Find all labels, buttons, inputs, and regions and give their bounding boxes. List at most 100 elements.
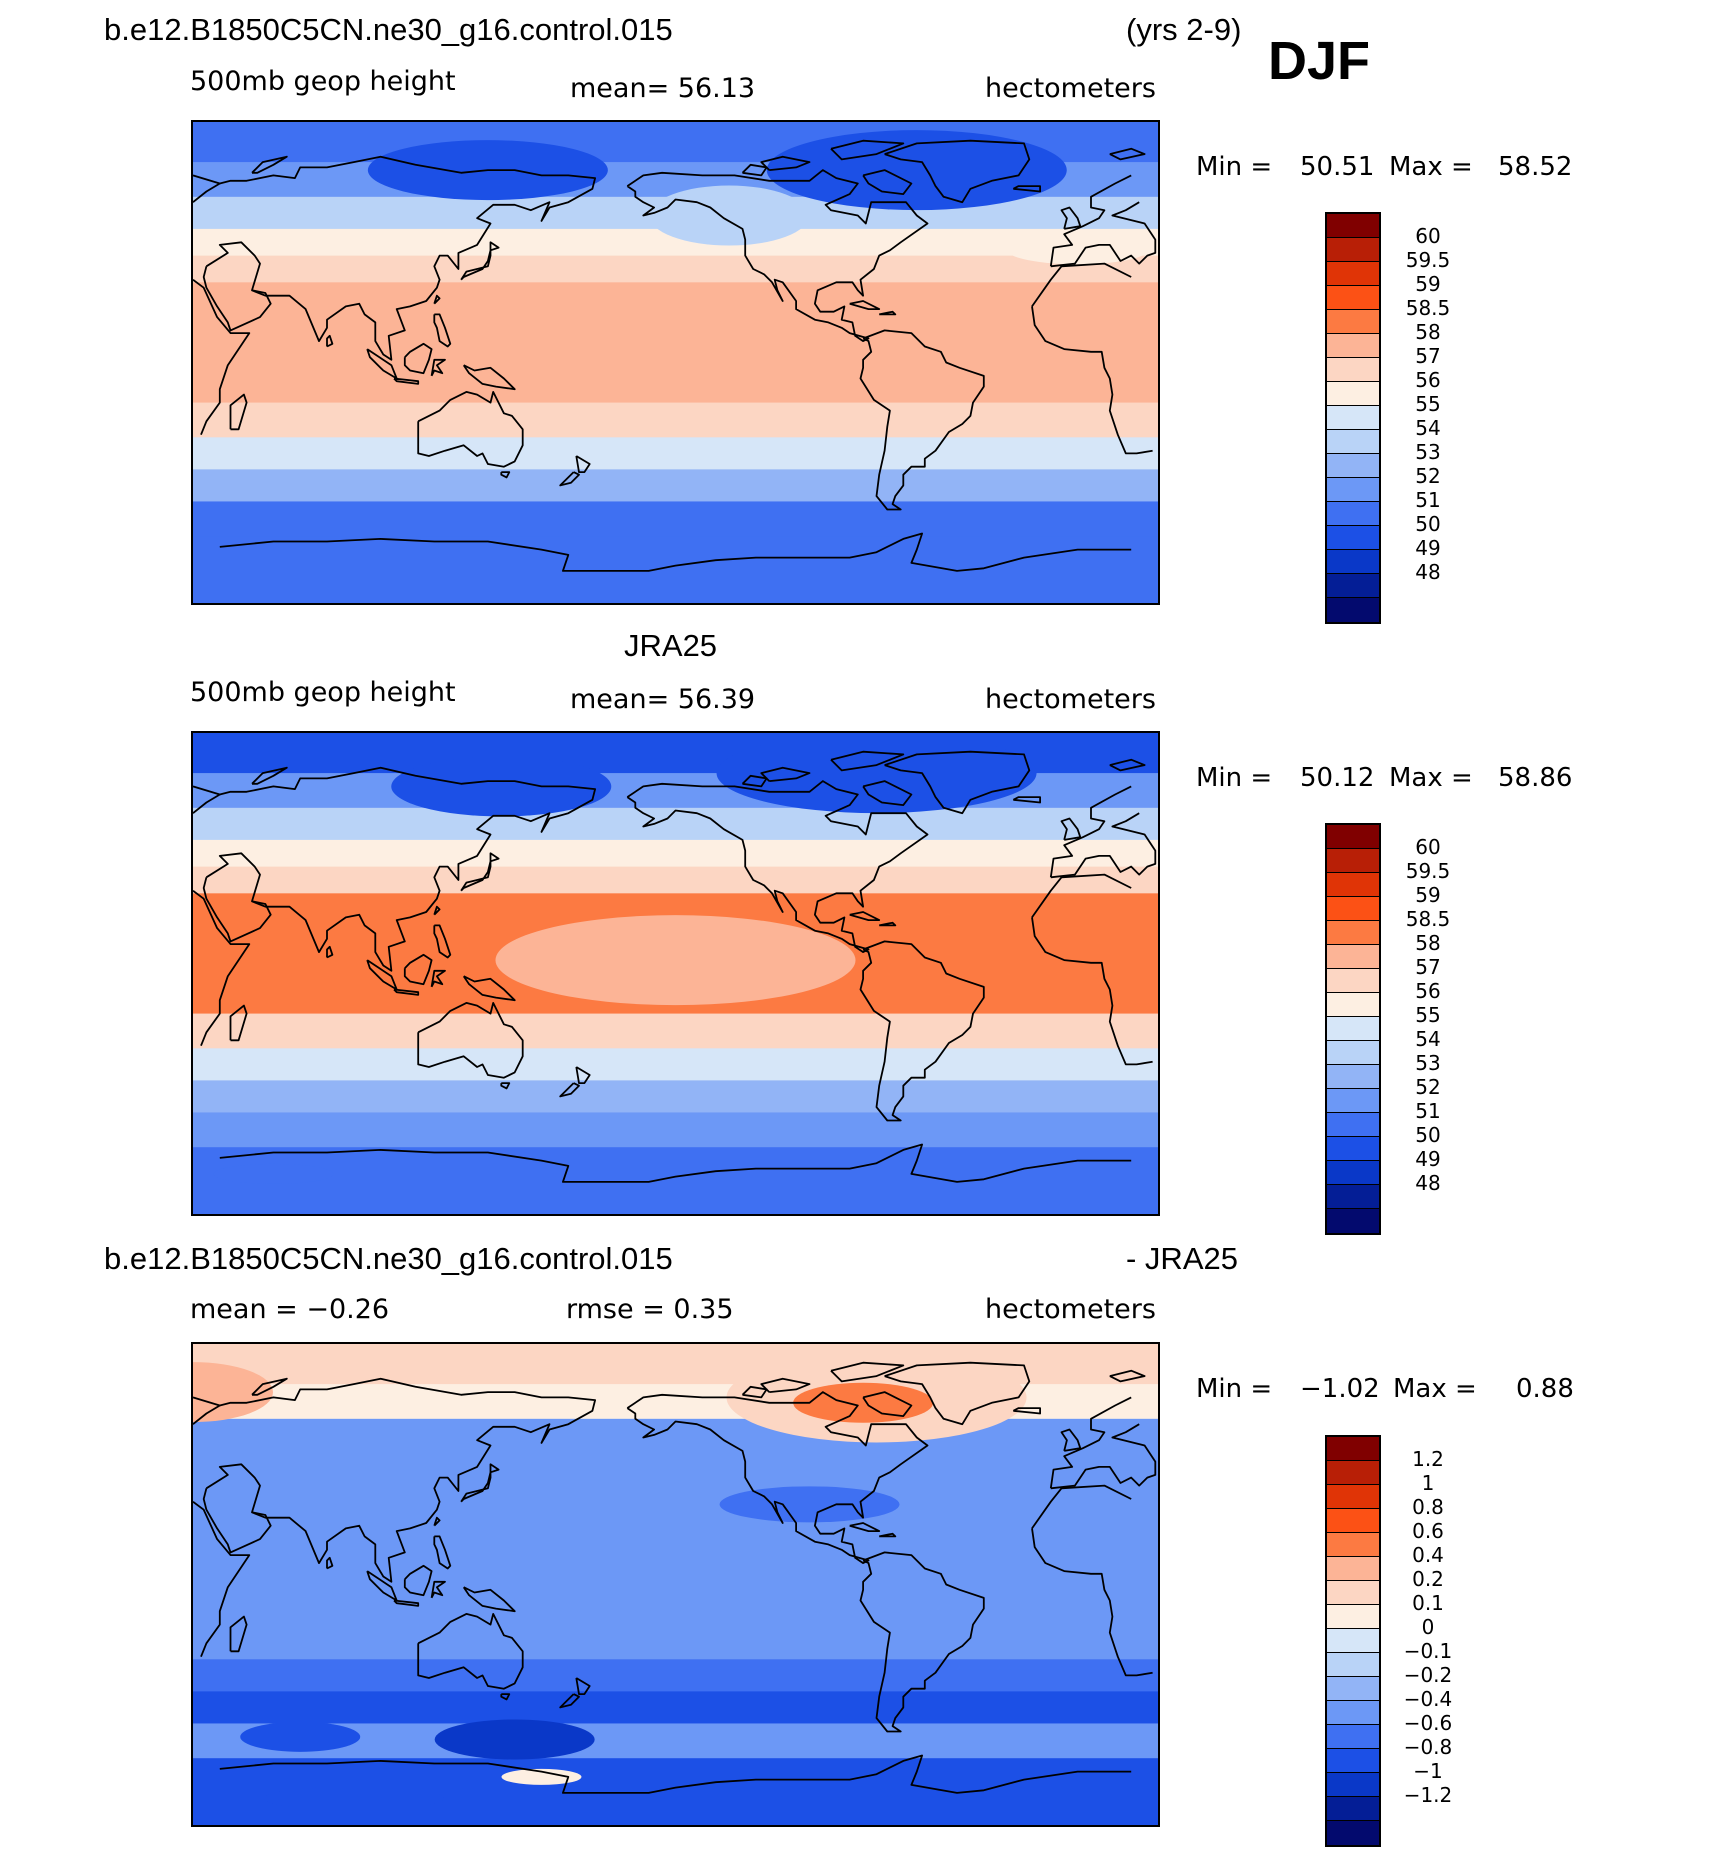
- coastline: [559, 1082, 580, 1098]
- colorbar-segment: [1327, 1725, 1379, 1749]
- coastline: [1109, 147, 1146, 161]
- colorbar-tick-label: 55: [1415, 1003, 1441, 1027]
- anomaly-positive: [501, 1768, 582, 1785]
- coastline: [1012, 185, 1041, 193]
- contour-band: [193, 1112, 1158, 1148]
- coastline: [460, 241, 500, 281]
- colorbar-segment: [1327, 550, 1379, 574]
- colorbar-segment: [1327, 1209, 1379, 1233]
- coastline: [219, 1377, 596, 1583]
- colorbar-tick-label: 1.2: [1412, 1447, 1444, 1471]
- coastline: [326, 1556, 334, 1570]
- colorbar-segment: [1327, 1113, 1379, 1137]
- colorbar-segment: [1327, 1161, 1379, 1185]
- colorbar-tick-label: 0: [1421, 1615, 1435, 1639]
- contour-band: [193, 1584, 1158, 1626]
- colorbar-segment: [1327, 1137, 1379, 1161]
- map-canvas: [193, 1344, 1158, 1825]
- case-title: b.e12.B1850C5CN.ne30_g16.control.015: [104, 12, 673, 47]
- contour-band: [193, 1450, 1158, 1479]
- colorbar-tick-label: 55: [1415, 392, 1441, 416]
- colorbar-segment: [1327, 1533, 1379, 1557]
- colorbar-tick-label: 53: [1415, 1051, 1441, 1075]
- colorbar-segment: [1327, 1581, 1379, 1605]
- colorbar-segment: [1327, 1437, 1379, 1461]
- contour-band: [193, 1544, 1158, 1585]
- colorbar-segment: [1327, 430, 1379, 454]
- coastline: [326, 334, 334, 348]
- coastline: [1060, 206, 1082, 230]
- panel1-variable-label: 500mb geop height: [190, 66, 456, 97]
- colorbar-tick-label: 0.6: [1412, 1519, 1444, 1543]
- coastline: [849, 300, 881, 310]
- colorbar-segment: [1327, 478, 1379, 502]
- coastline: [403, 1564, 433, 1597]
- coastline: [862, 1391, 913, 1417]
- coastline: [251, 1377, 288, 1396]
- contour-band: [193, 255, 1158, 283]
- contour-band: [193, 1147, 1158, 1214]
- contour-band: [193, 1048, 1158, 1081]
- colorbar-tick-label: 49: [1415, 1147, 1441, 1171]
- colorbar-segment: [1327, 897, 1379, 921]
- anomaly-positive: [793, 1382, 934, 1423]
- panel1-units-label: hectometers: [985, 73, 1156, 104]
- coastline: [433, 924, 452, 959]
- panel1-colorbar: [1325, 212, 1381, 624]
- colorbar-tick-label: 60: [1415, 835, 1441, 859]
- colorbar-segment: [1327, 873, 1379, 897]
- colorbar-tick-label: 50: [1415, 512, 1441, 536]
- coastline: [219, 532, 1132, 572]
- coastline: [202, 852, 272, 943]
- colorbar-tick-label: 51: [1415, 488, 1441, 512]
- colorbar-tick-label: 0.4: [1412, 1543, 1444, 1567]
- colorbar-segment: [1327, 1701, 1379, 1725]
- panel1-min-value: 50.51: [1300, 152, 1375, 182]
- coastline: [760, 1377, 811, 1393]
- colorbar-segment: [1327, 574, 1379, 598]
- colorbar-tick-label: −0.4: [1403, 1687, 1453, 1711]
- colorbar-tick-label: 57: [1415, 344, 1441, 368]
- coastline: [500, 1693, 511, 1701]
- colorbar-segment: [1327, 1797, 1379, 1821]
- panel3-rmse-label: rmse = 0.35: [566, 1294, 734, 1325]
- colorbar-segment: [1327, 1749, 1379, 1773]
- panel1-min-label: Min =: [1196, 152, 1273, 182]
- coastline: [862, 780, 913, 806]
- colorbar-tick-label: 56: [1415, 368, 1441, 392]
- colorbar-tick-label: 49: [1415, 536, 1441, 560]
- colorbar-tick-label: 54: [1415, 1027, 1441, 1051]
- coastlines: [193, 1361, 1157, 1794]
- coastline: [626, 780, 929, 953]
- colorbar-segment: [1327, 969, 1379, 993]
- panel1-mean-label: mean= 56.13: [570, 73, 756, 104]
- coastline: [626, 1391, 929, 1564]
- panel2-units-label: hectometers: [985, 684, 1156, 715]
- contour-band: [193, 469, 1158, 502]
- colorbar-segment: [1327, 945, 1379, 969]
- coastline: [500, 471, 511, 479]
- coastline: [1060, 1428, 1082, 1452]
- coastline: [862, 169, 913, 195]
- colorbar-segment: [1327, 1041, 1379, 1065]
- colorbar-segment: [1327, 1629, 1379, 1653]
- panel2-variable-label: 500mb geop height: [190, 677, 456, 708]
- panel2-max-value: 58.86: [1498, 763, 1573, 793]
- coastline: [741, 163, 768, 177]
- coastline: [575, 455, 591, 473]
- coastline: [1109, 758, 1146, 772]
- anomaly-negative: [263, 1786, 444, 1811]
- coastline: [251, 155, 288, 174]
- ridge: [1007, 236, 1148, 265]
- low-center: [391, 756, 612, 817]
- contour-band: [193, 1080, 1158, 1113]
- contour-band: [193, 322, 1158, 363]
- anomaly-negative: [719, 1486, 900, 1523]
- coastline: [830, 1361, 905, 1383]
- colorbar-segment: [1327, 1773, 1379, 1797]
- colorbar-segment: [1327, 238, 1379, 262]
- coastline: [879, 921, 897, 927]
- coastline: [879, 310, 897, 316]
- colorbar-tick-label: 60: [1415, 224, 1441, 248]
- colorbar-tick-label: −0.1: [1403, 1639, 1453, 1663]
